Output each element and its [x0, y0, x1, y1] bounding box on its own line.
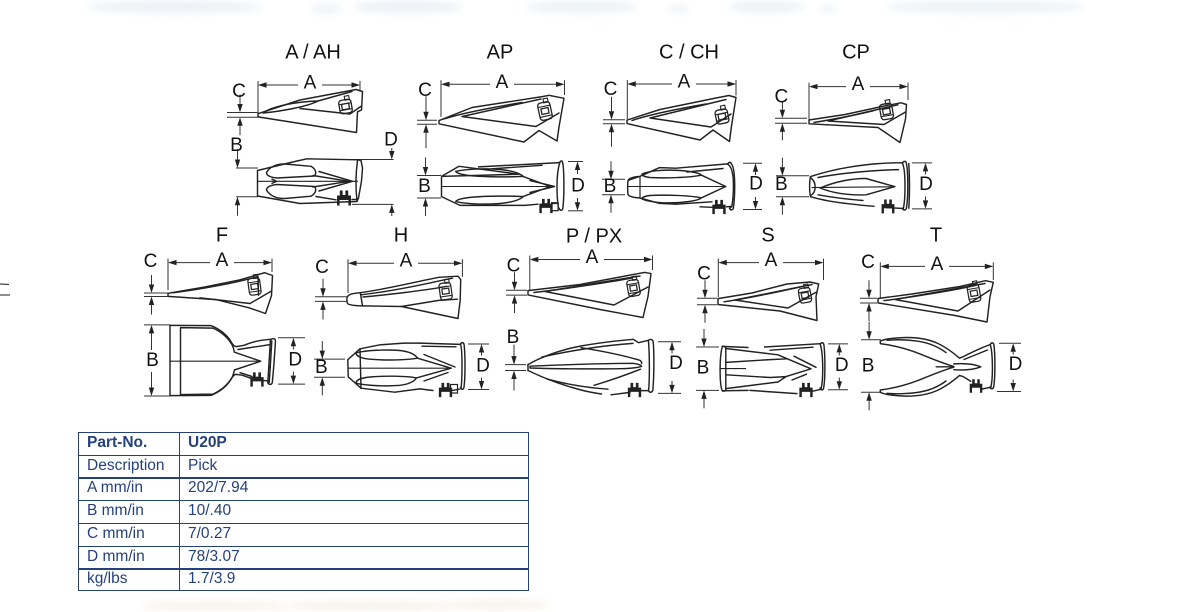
svg-text:A: A	[586, 247, 599, 268]
svg-text:A: A	[400, 251, 413, 272]
svg-text:B: B	[604, 176, 617, 197]
svg-text:C: C	[861, 252, 875, 273]
svg-text:C: C	[697, 263, 711, 284]
svg-text:C / CH: C / CH	[659, 41, 719, 63]
svg-text:F: F	[216, 224, 228, 246]
svg-text:D: D	[919, 174, 933, 195]
svg-text:S: S	[761, 224, 774, 246]
svg-text:D: D	[571, 176, 585, 197]
svg-text:C: C	[232, 81, 246, 102]
svg-text:A: A	[496, 72, 509, 93]
svg-text:B: B	[862, 356, 875, 377]
svg-text:H: H	[394, 224, 408, 246]
svg-text:D: D	[749, 174, 763, 195]
svg-text:A / AH: A / AH	[285, 41, 341, 63]
svg-text:B: B	[697, 358, 710, 379]
svg-text:C: C	[507, 255, 521, 276]
svg-text:P / PX: P / PX	[566, 225, 622, 247]
svg-text:A: A	[216, 250, 229, 271]
svg-text:T: T	[930, 224, 942, 246]
svg-text:B: B	[775, 174, 788, 195]
svg-text:A: A	[678, 72, 691, 93]
svg-text:B: B	[418, 176, 431, 197]
svg-text:D: D	[288, 350, 302, 371]
svg-text:C: C	[315, 257, 329, 278]
svg-text:C: C	[775, 87, 789, 108]
svg-text:A: A	[304, 73, 317, 94]
svg-text:B: B	[230, 135, 243, 156]
svg-text:B: B	[507, 327, 520, 348]
svg-text:A: A	[765, 250, 778, 271]
svg-text:AP: AP	[487, 41, 514, 63]
svg-text:D: D	[1009, 354, 1023, 375]
svg-text:A: A	[852, 74, 865, 95]
svg-text:D: D	[669, 353, 683, 374]
svg-text:C: C	[418, 80, 432, 101]
svg-text:CP: CP	[842, 41, 870, 63]
svg-text:A: A	[931, 254, 944, 275]
svg-text:B: B	[146, 350, 159, 371]
svg-text:D: D	[835, 355, 849, 376]
svg-text:D: D	[476, 356, 490, 377]
svg-text:D: D	[384, 130, 398, 151]
svg-text:B: B	[315, 357, 328, 378]
svg-text:C: C	[604, 79, 618, 100]
svg-text:C: C	[144, 251, 158, 272]
